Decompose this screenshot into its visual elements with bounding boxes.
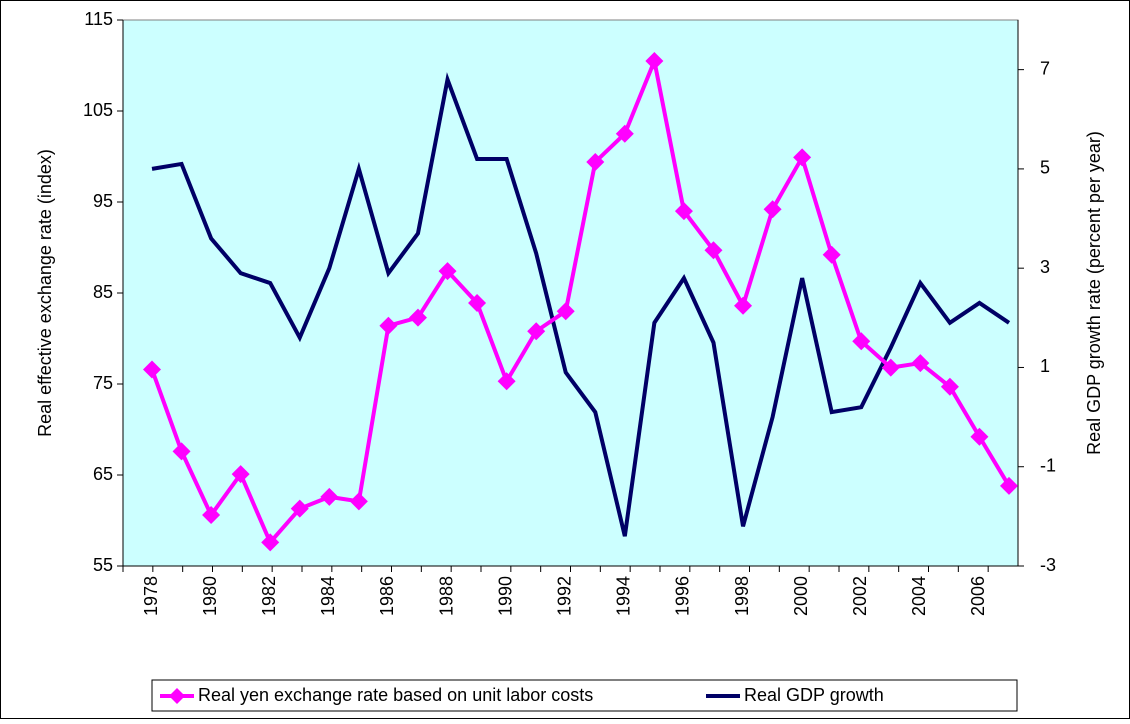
data-point bbox=[734, 296, 753, 315]
x-tick-label: 1986 bbox=[377, 576, 397, 616]
data-point bbox=[852, 332, 871, 351]
data-point bbox=[143, 360, 161, 379]
x-tick-label: 2000 bbox=[791, 576, 811, 616]
data-point bbox=[881, 358, 900, 377]
data-point bbox=[793, 148, 812, 167]
legend-label: Real yen exchange rate based on unit lab… bbox=[198, 685, 593, 705]
y2-axis-title: Real GDP growth rate (percent per year) bbox=[1084, 131, 1104, 455]
y-axis-title: Real effective exchange rate (index) bbox=[35, 149, 55, 437]
data-point bbox=[261, 533, 280, 552]
data-point bbox=[408, 308, 427, 327]
legend-marker bbox=[169, 688, 185, 704]
x-tick-label: 1996 bbox=[673, 576, 693, 616]
data-point bbox=[438, 262, 457, 281]
x-tick-label: 1980 bbox=[200, 576, 220, 616]
x-tick-label: 1988 bbox=[436, 576, 456, 616]
y2-tick-label: -3 bbox=[1040, 555, 1056, 575]
legend-label: Real GDP growth bbox=[744, 685, 884, 705]
series-line bbox=[151, 72, 1011, 537]
data-point bbox=[704, 241, 723, 260]
data-point bbox=[497, 372, 516, 391]
data-point bbox=[231, 465, 250, 484]
y-tick-label: 95 bbox=[93, 191, 113, 211]
data-point bbox=[1000, 476, 1018, 495]
data-point bbox=[556, 302, 575, 321]
x-tick-label: 1992 bbox=[554, 576, 574, 616]
legend-box bbox=[151, 679, 1018, 712]
x-tick-label: 2002 bbox=[850, 576, 870, 616]
x-tick-label: 1978 bbox=[141, 576, 161, 616]
y-tick-label: 55 bbox=[93, 555, 113, 575]
data-point bbox=[468, 294, 487, 313]
y2-tick-label: 1 bbox=[1040, 356, 1050, 376]
data-point bbox=[320, 487, 339, 506]
y2-tick-label: -1 bbox=[1040, 455, 1056, 475]
data-point bbox=[290, 499, 309, 518]
data-point bbox=[911, 354, 930, 373]
x-tick-label: 1990 bbox=[495, 576, 515, 616]
data-point bbox=[645, 51, 664, 70]
data-point bbox=[379, 316, 398, 335]
x-tick-label: 1998 bbox=[732, 576, 752, 616]
data-point bbox=[586, 152, 605, 171]
data-point bbox=[763, 200, 782, 219]
data-point bbox=[674, 202, 693, 221]
data-point bbox=[172, 442, 191, 461]
x-tick-label: 1982 bbox=[259, 576, 279, 616]
series-line bbox=[150, 53, 1011, 547]
x-tick-label: 1994 bbox=[614, 576, 634, 616]
data-point bbox=[970, 427, 989, 446]
data-point bbox=[527, 322, 546, 341]
data-point bbox=[615, 124, 634, 143]
data-point bbox=[822, 245, 841, 264]
y2-tick-label: 7 bbox=[1040, 58, 1050, 78]
x-tick-label: 2004 bbox=[909, 576, 929, 616]
x-tick-label: 2006 bbox=[968, 576, 988, 616]
y-tick-label: 115 bbox=[84, 9, 113, 29]
y2-tick-label: 3 bbox=[1040, 257, 1050, 277]
y-tick-label: 75 bbox=[93, 373, 113, 393]
data-point bbox=[940, 377, 959, 396]
data-point bbox=[202, 506, 221, 525]
y-tick-label: 65 bbox=[93, 464, 113, 484]
x-tick-label: 1984 bbox=[318, 576, 338, 616]
y-tick-label: 85 bbox=[93, 282, 113, 302]
y-tick-label: 105 bbox=[83, 100, 113, 120]
data-point bbox=[349, 492, 368, 511]
y2-tick-label: 5 bbox=[1040, 158, 1050, 178]
